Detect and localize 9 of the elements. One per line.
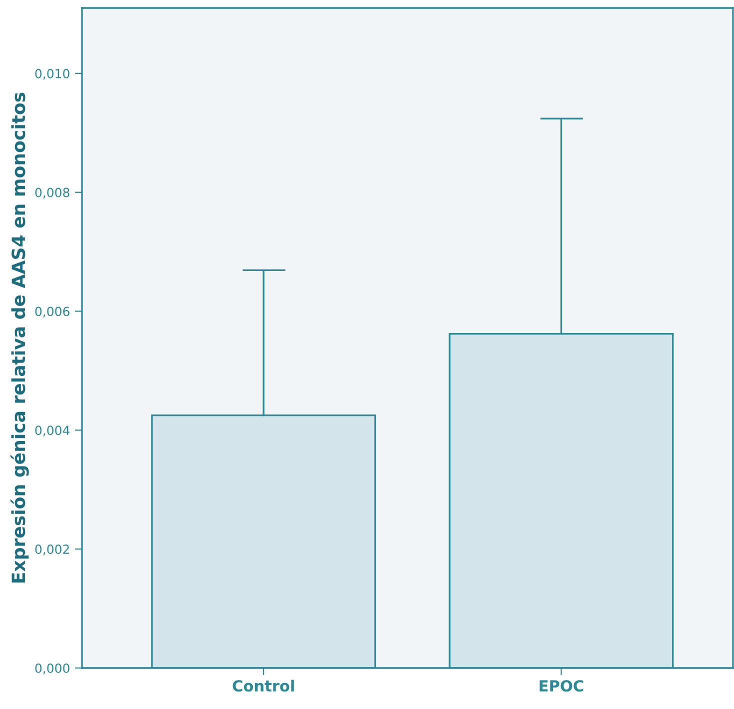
y-axis-title: Expresión génica relativa de AAS4 en monocitos [10, 92, 29, 582]
y-tick-label: 0,008 [35, 188, 70, 199]
y-tick-label: 0,000 [35, 663, 70, 674]
y-tick-label: 0,004 [35, 426, 70, 436]
y-tick-label: 0,010 [35, 68, 70, 80]
y-tick-label: 0,006 [35, 306, 70, 318]
y-tick-label: 0,002 [35, 544, 69, 556]
x-tick-label: EPOC [540, 680, 584, 692]
x-tick-label: Control [232, 680, 294, 692]
